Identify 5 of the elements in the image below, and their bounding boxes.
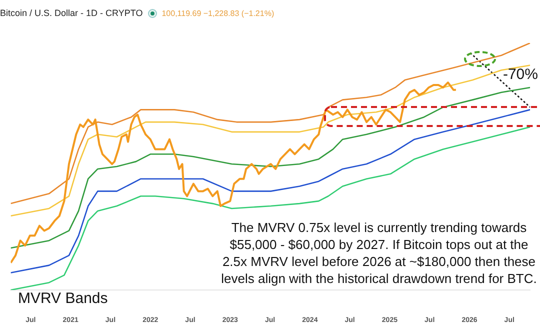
annotation: MVRV Bands	[18, 290, 108, 307]
annotation: -70%	[502, 66, 538, 83]
annotation: The MVRV 0.75x level is currently trending towards $55,000 - $60,000 by 2027. If Bitcoin tops out at the 2.5x MVRV level before 2026 at ~$180,000 then these levels align with the historical drawdown trend for BTC.	[220, 219, 538, 287]
chart-title: Bitcoin / U.S. Dollar - 1D - CRYPTO	[0, 8, 143, 18]
chart-subtitle: 100,119.69 −1,228.83 (−1.21%)	[162, 8, 274, 18]
